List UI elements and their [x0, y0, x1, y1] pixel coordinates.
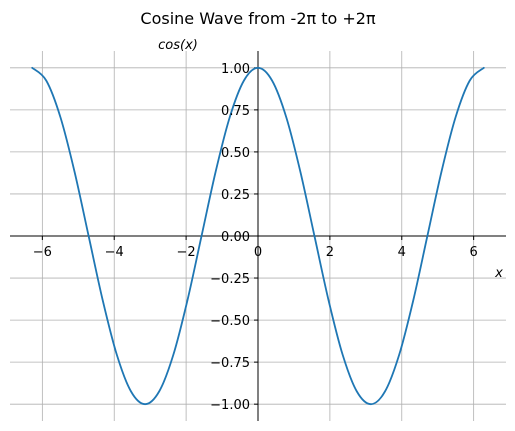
y-tick-label: −0.75 — [210, 356, 250, 371]
y-tick-label: 0.25 — [221, 188, 250, 203]
x-tick-label: −4 — [105, 245, 124, 260]
series-layer — [31, 66, 485, 406]
x-tick-label: 4 — [398, 245, 406, 260]
axes — [10, 51, 506, 421]
x-tick-label: 2 — [326, 245, 334, 260]
cosine-series-line — [31, 66, 485, 406]
chart-title: Cosine Wave from -2π to +2π — [140, 9, 376, 28]
y-axis-label: cos(x) — [158, 38, 198, 53]
y-tick-label: −0.50 — [210, 314, 250, 329]
y-tick-label: 0.75 — [221, 104, 250, 119]
y-tick-label: 0.50 — [221, 146, 250, 161]
x-tick-label: −6 — [33, 245, 52, 260]
x-tick-label: 6 — [470, 245, 478, 260]
y-tick-label: 1.00 — [221, 62, 250, 77]
y-tick-label: −0.25 — [210, 272, 250, 287]
tick-labels: −6 −4 −2 0 2 4 6 1.00 0.75 0.50 0.25 0.00 −0.25 −0.50… — [33, 62, 478, 413]
y-tick-label: 0.00 — [221, 230, 250, 245]
y-tick-label: −1.00 — [210, 398, 250, 413]
x-axis-label: x — [494, 266, 503, 281]
x-tick-label: 0 — [254, 245, 262, 260]
x-tick-label: −2 — [177, 245, 196, 260]
